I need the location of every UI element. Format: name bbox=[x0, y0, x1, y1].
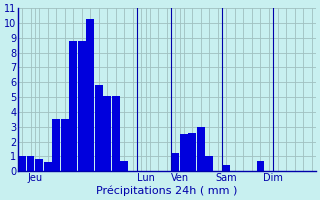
Bar bbox=[197, 127, 205, 171]
Bar bbox=[86, 19, 94, 171]
Bar bbox=[103, 96, 111, 171]
Bar bbox=[61, 119, 68, 171]
Bar bbox=[18, 156, 26, 171]
Bar bbox=[180, 134, 188, 171]
Bar bbox=[69, 41, 77, 171]
Bar bbox=[112, 96, 120, 171]
Bar bbox=[78, 41, 85, 171]
Bar bbox=[257, 161, 264, 171]
Bar bbox=[188, 133, 196, 171]
X-axis label: Précipitations 24h ( mm ): Précipitations 24h ( mm ) bbox=[96, 185, 237, 196]
Bar bbox=[222, 165, 230, 171]
Bar bbox=[205, 156, 213, 171]
Bar bbox=[44, 162, 52, 171]
Bar bbox=[95, 85, 103, 171]
Bar bbox=[120, 161, 128, 171]
Bar bbox=[172, 153, 179, 171]
Bar bbox=[35, 159, 43, 171]
Bar bbox=[27, 156, 35, 171]
Bar bbox=[52, 119, 60, 171]
